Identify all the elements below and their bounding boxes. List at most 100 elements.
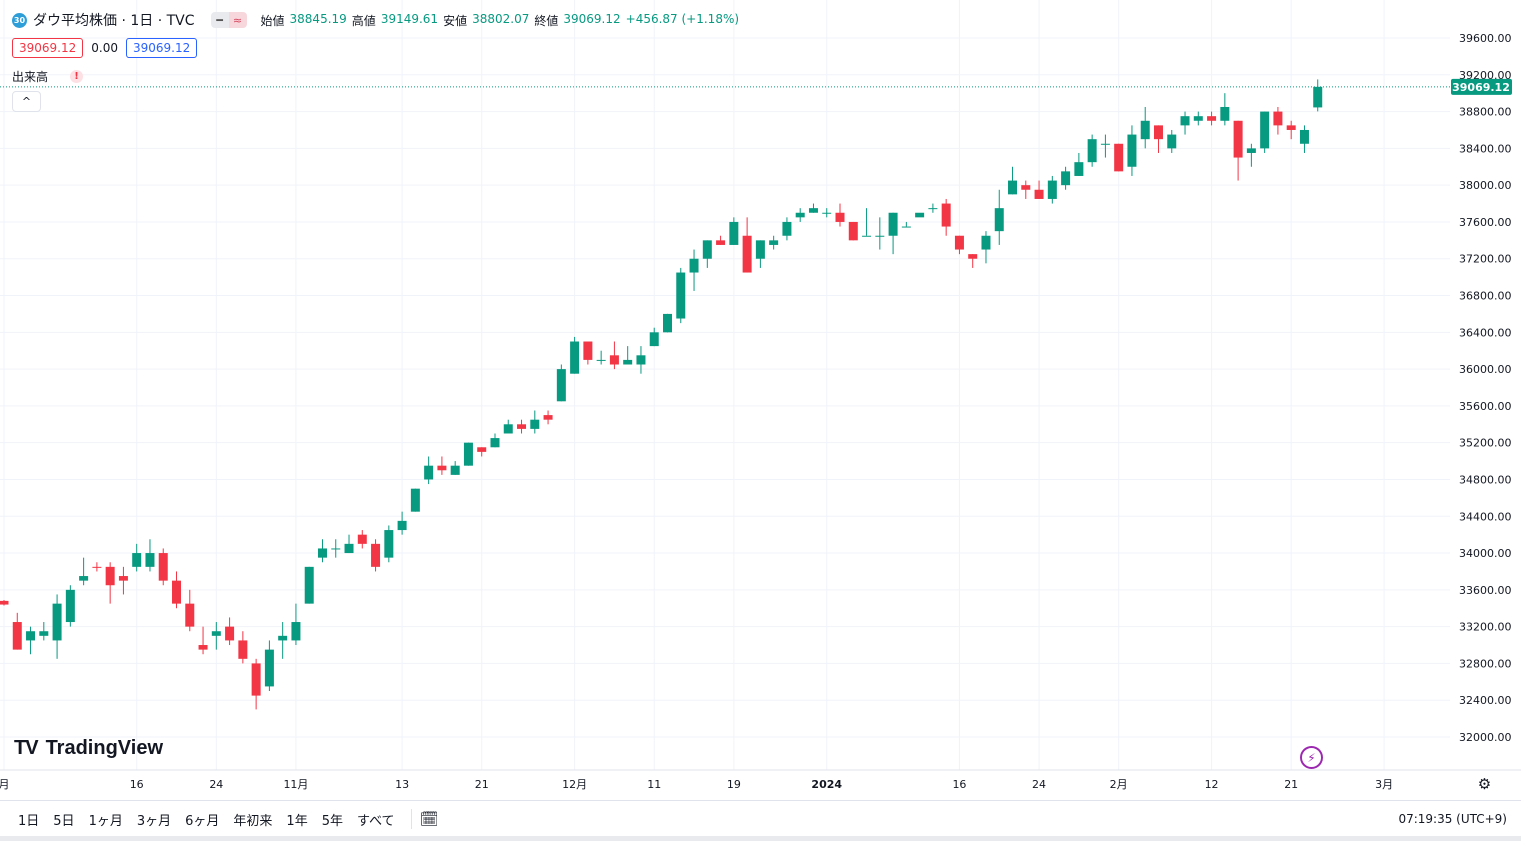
candle-body	[875, 235, 885, 237]
price-tick-label: 38400.00	[1459, 142, 1512, 155]
time-tick-label: 21	[475, 778, 489, 791]
candle-body	[1127, 134, 1137, 167]
candle-body	[331, 548, 341, 550]
clock-timezone[interactable]: 07:19:35 (UTC+9)	[1398, 812, 1507, 826]
candle-body	[105, 566, 115, 586]
time-tick-label: 11	[647, 778, 661, 791]
candle-body	[1246, 148, 1256, 153]
tradingview-logo[interactable]: TV TradingView	[14, 737, 163, 760]
range-1m[interactable]: 1ヶ月	[88, 813, 123, 829]
quote-row: 39069.12 0.00 39069.12	[12, 38, 198, 58]
time-tick-label: 12月	[562, 778, 587, 791]
bottom-toolbar: 1日 5日 1ヶ月 3ヶ月 6ヶ月 年初来 1年 5年 すべて 🗓 07:19:…	[0, 800, 1521, 837]
candle-body	[291, 622, 301, 641]
candle-body	[994, 208, 1004, 232]
range-all[interactable]: すべて	[356, 813, 395, 829]
volume-label[interactable]: 出来高	[12, 70, 49, 84]
price-tick-label: 37600.00	[1459, 216, 1512, 229]
candle-body	[1087, 139, 1097, 163]
candle-body	[463, 442, 473, 466]
candle-body	[410, 488, 420, 512]
change-value: +456.87 (+1.18%)	[625, 11, 740, 26]
candle-body	[862, 235, 872, 237]
candle-body	[1167, 134, 1177, 149]
window-bottom-edge	[0, 836, 1521, 841]
spread-value: 0.00	[91, 41, 118, 55]
close-value: 39069.12	[563, 11, 621, 26]
candle-body	[835, 212, 845, 222]
range-6m[interactable]: 6ヶ月	[185, 813, 220, 829]
candle-body	[848, 221, 858, 241]
candle-body	[1313, 86, 1323, 108]
candle-body	[198, 645, 208, 650]
time-tick-label: 2月	[1110, 778, 1128, 791]
ask-box[interactable]: 39069.12	[125, 38, 198, 58]
candle-body	[1180, 116, 1190, 126]
candle-body	[185, 603, 195, 627]
candle-body	[769, 240, 779, 245]
price-chart[interactable]: 32000.00 32400.00 32800.00 33200.00 33600.00…	[0, 0, 1521, 800]
candle-body	[1299, 129, 1309, 144]
price-axis[interactable]: 32000.00 32400.00 32800.00 33200.00 33600.00…	[1459, 32, 1512, 744]
high-value: 39149.61	[380, 11, 439, 26]
candle-body	[225, 626, 235, 641]
wave-icon[interactable]: ≈	[228, 12, 247, 28]
volume-legend: 出来高 !	[12, 68, 84, 85]
range-ytd[interactable]: 年初来	[233, 813, 273, 829]
candle-body	[79, 576, 89, 581]
candle-body	[1008, 180, 1018, 195]
candle-body	[517, 424, 527, 429]
candle-body	[649, 332, 659, 347]
time-tick-label: 2024	[811, 778, 842, 791]
candle-body	[901, 226, 911, 228]
price-tick-label: 36400.00	[1459, 326, 1512, 339]
low-label: 安値	[443, 13, 468, 28]
minus-icon[interactable]: ━	[210, 12, 229, 28]
candle-body	[1140, 120, 1150, 140]
candle-body	[304, 566, 314, 604]
candle-body	[278, 635, 288, 641]
time-axis[interactable]: 月 16 24 11月 13 21 12月 11 19 2024 16 24 2月 12 21 3月	[0, 778, 1393, 791]
range-1d[interactable]: 1日	[18, 813, 40, 829]
collapse-legend-button[interactable]: ^	[12, 91, 41, 112]
candle-body	[384, 530, 394, 558]
candle-body	[1286, 125, 1296, 130]
bid-box[interactable]: 39069.12	[12, 38, 84, 58]
time-tick-label: 12	[1205, 778, 1219, 791]
candle-body	[968, 254, 978, 259]
warning-icon[interactable]: !	[70, 70, 84, 83]
candle-body	[570, 341, 580, 374]
range-3m[interactable]: 3ヶ月	[136, 813, 172, 829]
candle-body	[663, 313, 672, 333]
candle-body	[12, 622, 22, 650]
candle-body	[1207, 116, 1217, 121]
range-5y[interactable]: 5年	[321, 813, 343, 829]
last-price-label: 39069.12	[1452, 81, 1510, 94]
symbol-title[interactable]: ダウ平均株価 · 1日 · TVC	[33, 13, 195, 29]
candle-body	[52, 603, 62, 641]
price-tick-label: 38000.00	[1459, 179, 1512, 192]
candle-body	[344, 543, 354, 554]
candle-body	[450, 465, 460, 475]
time-tick-label: 24	[209, 778, 223, 791]
chart-grid	[0, 0, 1450, 770]
candle-body	[782, 221, 792, 236]
candle-body	[689, 258, 699, 273]
candle-body	[158, 553, 168, 581]
candle-body	[477, 447, 487, 452]
symbol-header: 30 ダウ平均株価 · 1日 · TVC ━ ≈ 始値 38845.19 高値 39…	[12, 9, 739, 31]
lightning-icon[interactable]: ⚡	[1300, 746, 1323, 769]
tradingview-logo-icon: TV	[14, 737, 39, 759]
range-5d[interactable]: 5日	[53, 813, 75, 829]
candle-body	[503, 424, 513, 434]
range-1y[interactable]: 1年	[286, 813, 308, 829]
series-controls[interactable]: ━ ≈	[210, 12, 247, 28]
candle-body	[941, 203, 951, 227]
price-tick-label: 32800.00	[1459, 657, 1512, 670]
price-tick-label: 33600.00	[1459, 584, 1512, 597]
candle-body	[609, 355, 619, 365]
go-to-date-calendar-icon[interactable]: 🗓	[419, 810, 439, 828]
settings-gear-icon[interactable]: ⚙	[1477, 774, 1492, 793]
candle-body	[317, 548, 327, 558]
candle-body	[397, 520, 407, 531]
